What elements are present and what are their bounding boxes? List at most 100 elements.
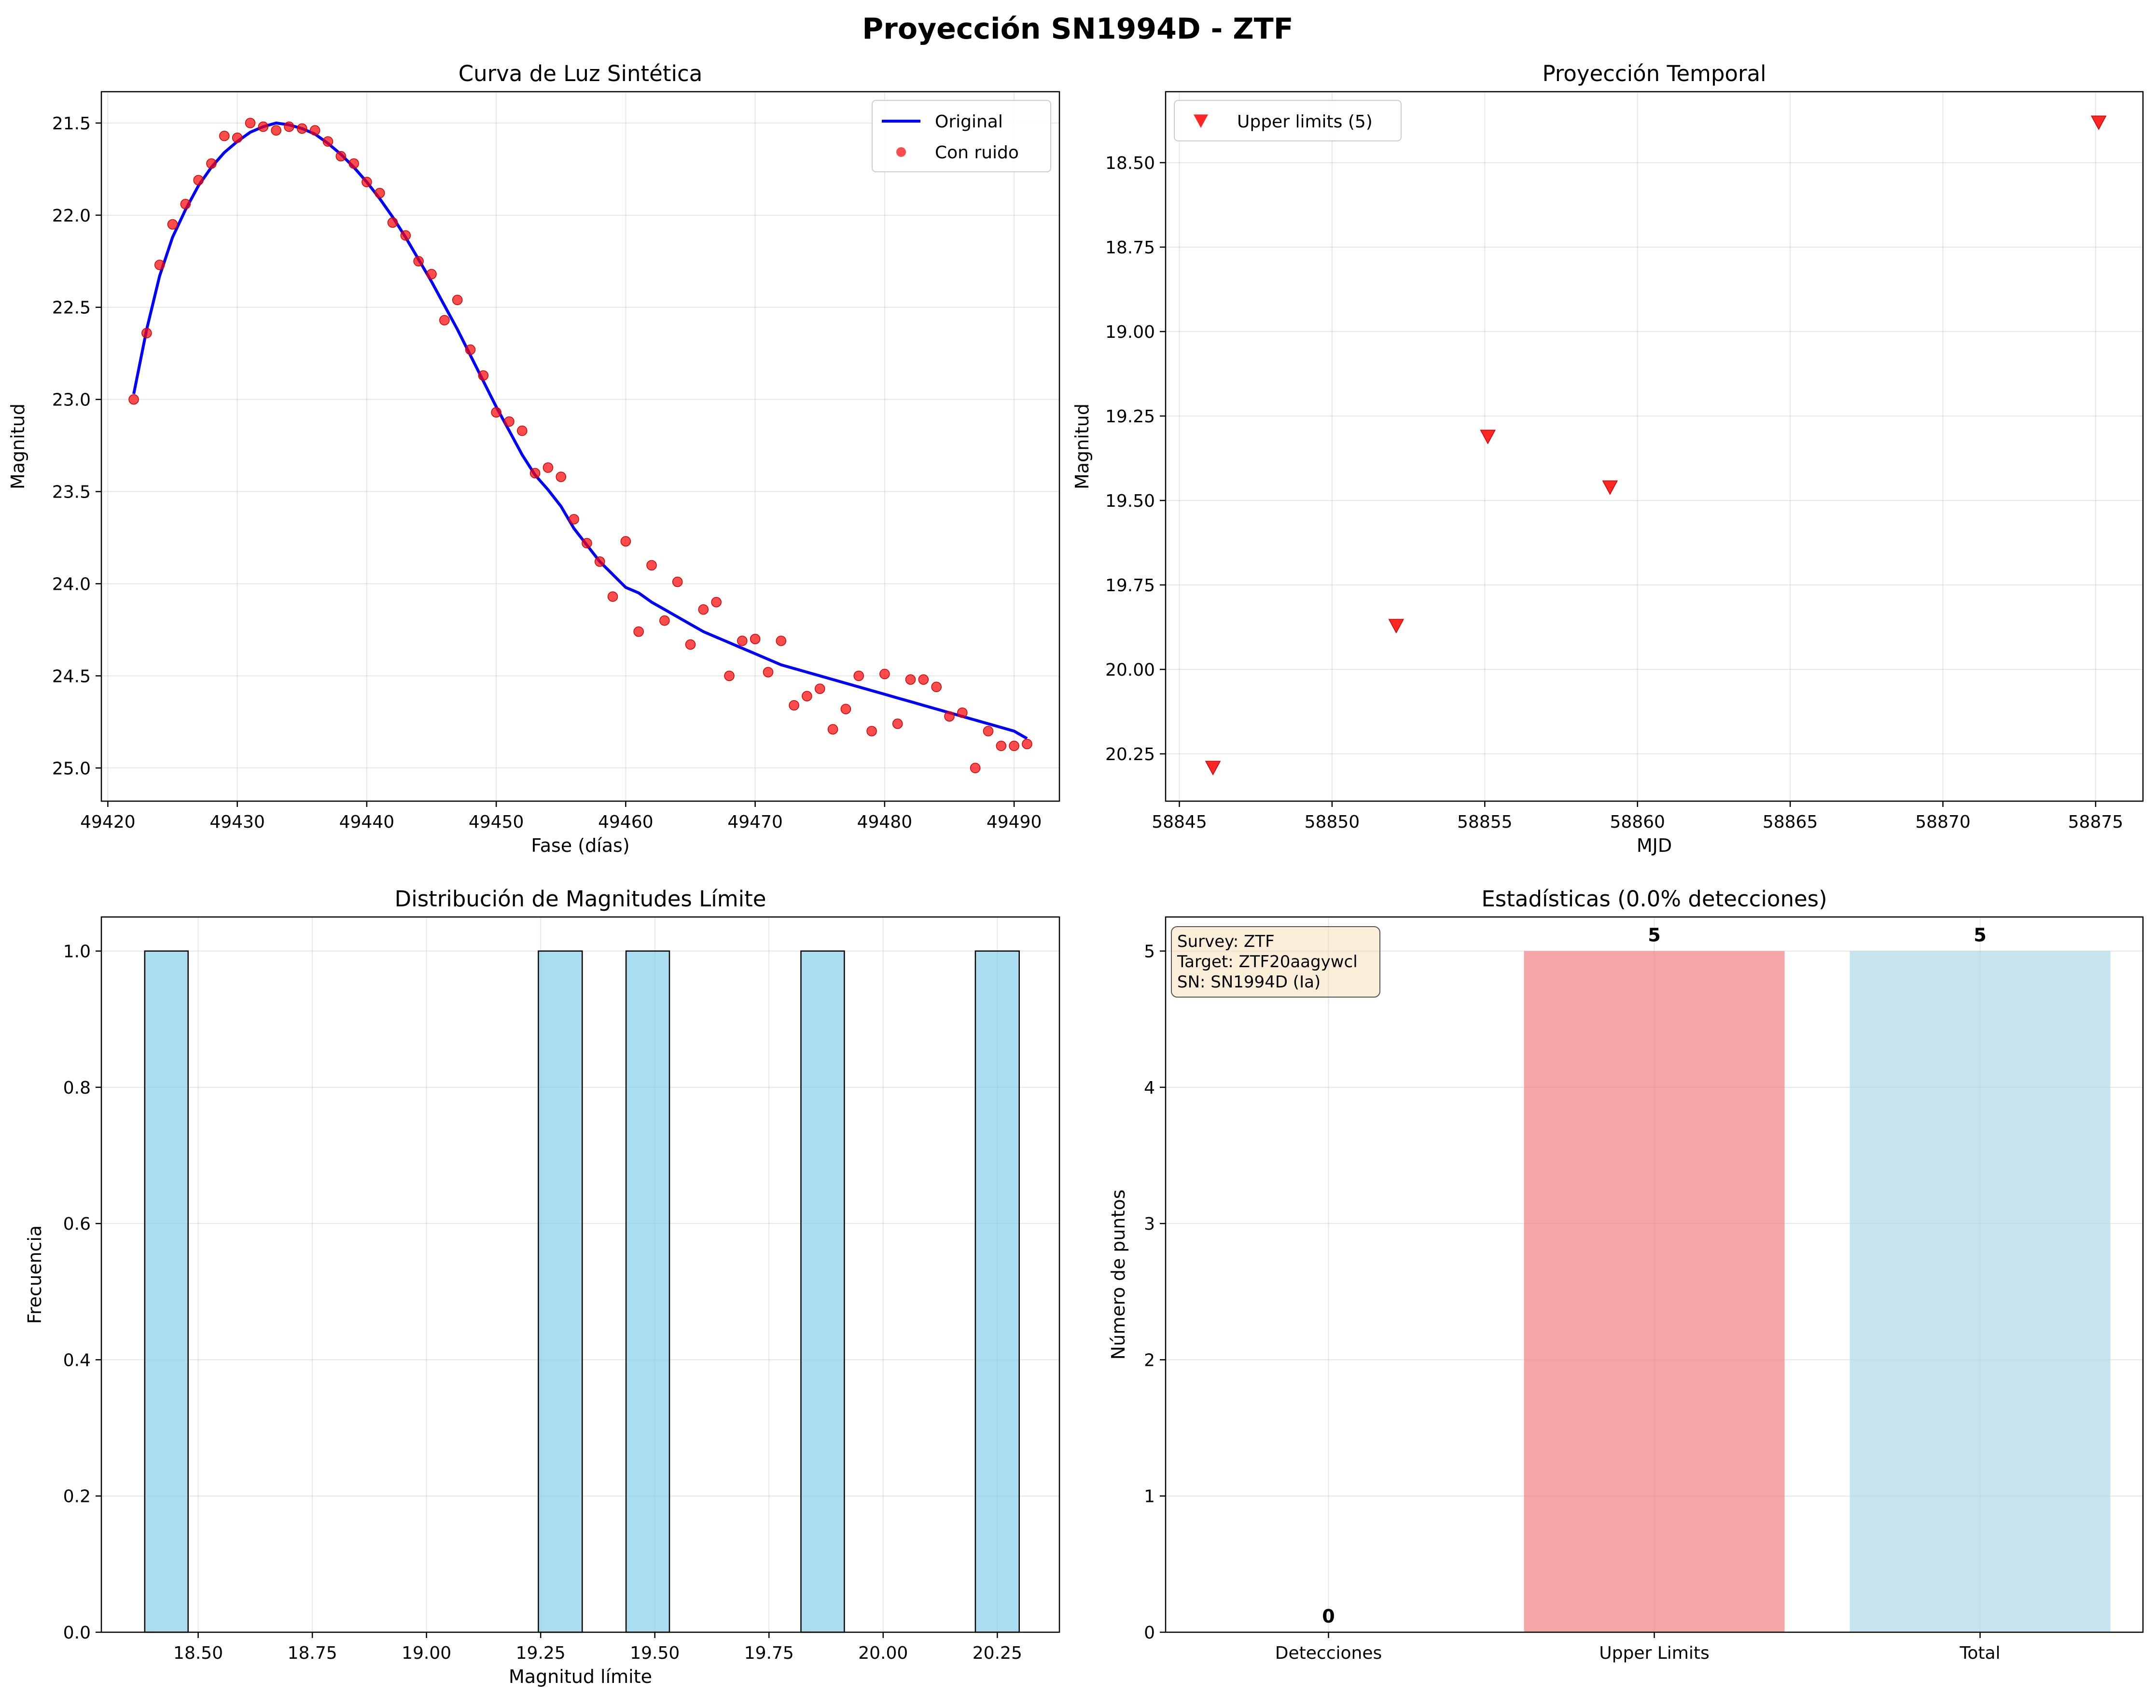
upper-limit-marker — [1205, 761, 1221, 776]
y-axis-label: Número de puntos — [1108, 1190, 1129, 1360]
upper-limit-marker — [1388, 619, 1405, 634]
y-tick-label: 1 — [1144, 1487, 1155, 1507]
noisy-point — [698, 604, 709, 615]
x-tick-label: Total — [1959, 1643, 2000, 1663]
y-axis-label: Frecuencia — [24, 1225, 45, 1324]
x-tick-label: 49470 — [727, 812, 783, 832]
noisy-point — [193, 175, 204, 186]
noisy-point — [983, 726, 994, 736]
noisy-point — [737, 636, 748, 646]
noisy-point — [827, 724, 838, 735]
y-tick-label: 2 — [1144, 1350, 1155, 1370]
noisy-point — [620, 536, 631, 547]
noisy-point — [892, 718, 903, 729]
noisy-point — [309, 125, 320, 136]
noisy-point — [348, 158, 359, 169]
noisy-point — [646, 560, 657, 571]
x-tick-label: 58875 — [2068, 812, 2124, 832]
y-tick-label: 18.50 — [1105, 153, 1155, 173]
noisy-point — [1022, 738, 1032, 750]
noisy-point — [206, 158, 217, 169]
noisy-point — [685, 639, 696, 650]
y-tick-label: 18.75 — [1105, 238, 1155, 258]
y-tick-label: 4 — [1144, 1078, 1155, 1098]
noisy-point — [478, 370, 489, 381]
noisy-point — [970, 763, 981, 774]
x-tick-label: 58845 — [1152, 812, 1207, 832]
histogram-bar — [144, 950, 189, 1633]
noisy-point — [672, 576, 683, 587]
noisy-point — [918, 674, 929, 685]
x-tick-label: 49480 — [857, 812, 913, 832]
lightcurve-panel: 49420 49430 49440 49450 49460 49470 49480 49490… — [7, 61, 1060, 856]
histogram-bar — [974, 950, 1020, 1633]
legend-box — [872, 100, 1051, 172]
noisy-point — [944, 711, 955, 722]
x-tick-label: 58865 — [1763, 812, 1818, 832]
noisy-point — [633, 626, 644, 637]
noisy-point — [542, 462, 554, 473]
x-axis-label: MJD — [1637, 835, 1672, 856]
x-tick-label: 49460 — [598, 812, 654, 832]
y-tick-label: 23.5 — [52, 483, 91, 502]
y-tick-label: 0.2 — [63, 1487, 91, 1507]
original-line — [132, 121, 1028, 740]
x-tick-label: 58860 — [1610, 812, 1665, 832]
x-tick-label: 58850 — [1305, 812, 1360, 832]
legend-marker-swatch — [896, 147, 906, 157]
noisy-point — [271, 125, 281, 136]
y-tick-label: 0 — [1144, 1623, 1155, 1643]
panel-title: Curva de Luz Sintética — [459, 61, 703, 86]
noisy-point — [374, 188, 385, 198]
y-tick-label: 0.0 — [63, 1623, 91, 1643]
noisy-point — [154, 260, 165, 270]
legend-marker-swatch — [1194, 114, 1208, 128]
bar-value-label: 0 — [1322, 1606, 1335, 1627]
histogram-bar — [800, 950, 845, 1633]
x-tick-label: 49490 — [987, 812, 1042, 832]
noisy-point — [711, 597, 722, 608]
noisy-point — [322, 136, 334, 147]
panel-title: Distribución de Magnitudes Límite — [395, 886, 766, 912]
noisy-point — [763, 667, 774, 678]
x-tick-label: 19.25 — [516, 1643, 566, 1663]
noisy-point — [219, 130, 230, 141]
noisy-point — [957, 707, 968, 718]
noisy-point — [335, 151, 346, 162]
legend-label: Upper limits (5) — [1237, 112, 1373, 132]
x-tick-label: 19.00 — [402, 1643, 451, 1663]
x-tick-label: 49450 — [469, 812, 524, 832]
y-tick-label: 20.25 — [1105, 745, 1155, 764]
histogram-bar — [538, 950, 583, 1633]
legend-box — [1174, 100, 1402, 141]
noisy-point — [245, 118, 256, 128]
x-tick-label: 20.00 — [858, 1643, 908, 1663]
info-box — [1171, 926, 1380, 998]
noisy-point — [362, 177, 372, 187]
noisy-point — [426, 269, 437, 279]
y-tick-label: 0.8 — [63, 1078, 91, 1098]
noisy-point — [297, 123, 307, 134]
y-tick-label: 24.5 — [52, 667, 91, 686]
noisy-point — [258, 121, 269, 132]
y-tick-label: 24.0 — [52, 574, 91, 594]
noisy-point — [866, 726, 877, 736]
x-axis-label: Fase (días) — [531, 835, 629, 856]
panel-title: Proyección Temporal — [1542, 61, 1766, 86]
info-box-line: SN: SN1994D (Ia) — [1177, 972, 1321, 992]
noisy-point — [931, 681, 942, 693]
noisy-point — [594, 556, 605, 567]
y-axis-label: Magnitud — [1071, 403, 1093, 489]
y-tick-label: 19.75 — [1105, 576, 1155, 596]
x-tick-label: 18.75 — [288, 1643, 337, 1663]
noisy-point — [996, 740, 1007, 751]
noisy-point — [141, 328, 152, 338]
noisy-point — [1009, 740, 1019, 751]
y-tick-label: 20.00 — [1105, 660, 1155, 680]
x-tick-label: 49430 — [209, 812, 265, 832]
y-tick-label: 1.0 — [63, 942, 91, 962]
axes-frame — [100, 91, 1060, 802]
histogram-bar — [625, 950, 670, 1633]
noisy-point — [504, 416, 515, 427]
